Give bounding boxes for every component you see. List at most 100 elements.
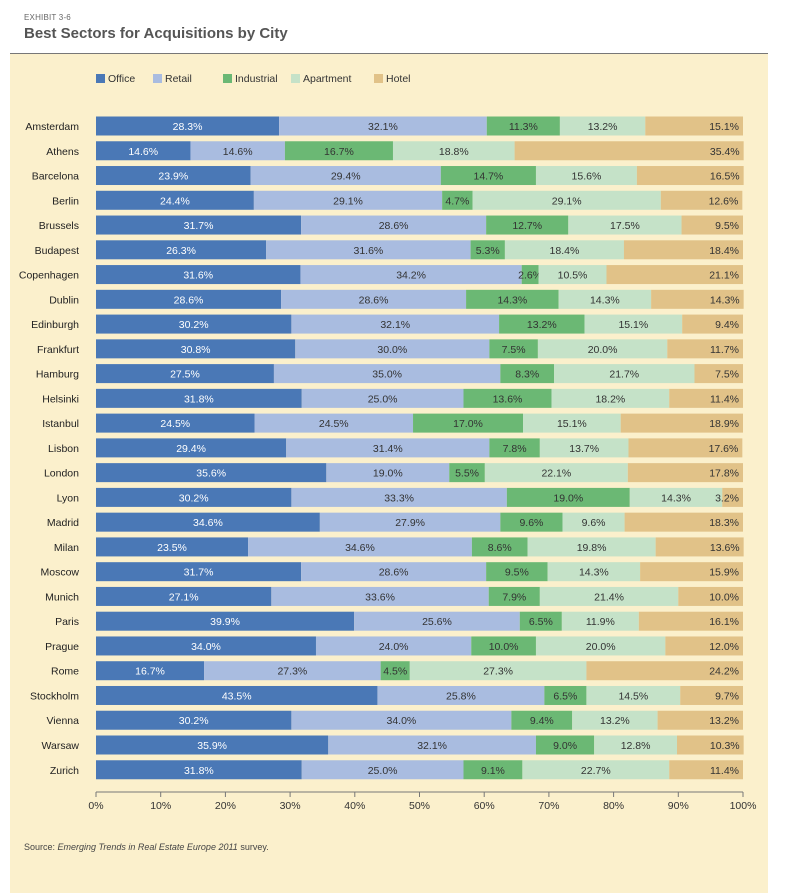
value-label-brussels-hotel: 9.5% — [715, 220, 739, 232]
bar-dublin-office — [96, 289, 282, 309]
value-label-stockholm-retail: 25.8% — [446, 690, 476, 702]
value-label-hamburg-industrial: 8.3% — [515, 369, 539, 381]
chart-panel: Office Retail Industrial Apartment Hotel Amst… — [10, 54, 768, 893]
bar-helsinki-apartment — [551, 388, 670, 408]
value-label-vienna-hotel: 13.2% — [709, 715, 739, 727]
value-label-frankfurt-office: 30.8% — [181, 344, 211, 356]
value-label-rome-industrial: 4.5% — [383, 666, 407, 678]
value-label-milan-industrial: 8.6% — [488, 542, 512, 554]
bar-helsinki-retail — [301, 388, 464, 408]
bar-copenhagen-office — [96, 265, 301, 285]
value-label-istanbul-office: 24.5% — [160, 418, 190, 430]
source-note: Source: Emerging Trends in Real Estate E… — [24, 842, 269, 852]
category-label-stockholm: Stockholm — [30, 690, 79, 702]
category-label-moscow: Moscow — [40, 567, 79, 579]
category-label-barcelona: Barcelona — [32, 171, 79, 183]
value-label-moscow-industrial: 9.5% — [505, 567, 529, 579]
bar-lisbon-office — [96, 438, 287, 458]
value-label-copenhagen-retail: 34.2% — [396, 270, 426, 282]
value-label-lyon-industrial: 19.0% — [553, 492, 583, 504]
bar-prague-hotel — [665, 636, 743, 656]
bar-munich-retail — [271, 586, 489, 606]
bar-prague-retail — [315, 636, 472, 656]
value-label-prague-retail: 24.0% — [379, 641, 409, 653]
legend-label-industrial: Industrial — [235, 73, 278, 85]
value-label-dublin-office: 28.6% — [174, 294, 204, 306]
value-label-lisbon-office: 29.4% — [176, 443, 206, 455]
bar-brussels-apartment — [568, 215, 682, 235]
bar-frankfurt-industrial — [489, 339, 538, 359]
bar-helsinki-hotel — [669, 388, 743, 408]
category-label-frankfurt: Frankfurt — [37, 344, 79, 356]
bar-london-office — [96, 463, 327, 483]
value-label-berlin-apartment: 29.1% — [552, 195, 582, 207]
bar-athens-office — [96, 141, 191, 161]
value-label-london-apartment: 22.1% — [541, 468, 571, 480]
bar-lyon-retail — [291, 487, 507, 507]
category-label-warsaw: Warsaw — [41, 740, 79, 752]
bar-brussels-retail — [301, 215, 487, 235]
x-tick-label-2: 20% — [215, 800, 236, 812]
value-label-lisbon-retail: 31.4% — [373, 443, 403, 455]
value-label-london-office: 35.6% — [196, 468, 226, 480]
bar-zurich-office — [96, 760, 302, 780]
category-label-zurich: Zurich — [50, 765, 79, 777]
bar-vienna-retail — [291, 710, 512, 730]
bar-milan-industrial — [471, 537, 528, 557]
bar-prague-office — [96, 636, 316, 656]
exhibit-number: EXHIBIT 3-6 — [24, 13, 71, 22]
value-label-milan-office: 23.5% — [157, 542, 187, 554]
bar-berlin-apartment — [472, 190, 661, 210]
category-label-london: London — [44, 468, 79, 480]
legend-label-apartment: Apartment — [303, 73, 352, 85]
value-label-istanbul-retail: 24.5% — [319, 418, 349, 430]
bar-athens-hotel — [514, 141, 744, 161]
value-label-barcelona-retail: 29.4% — [331, 171, 361, 183]
bar-vienna-industrial — [511, 710, 573, 730]
value-label-prague-office: 34.0% — [191, 641, 221, 653]
category-label-copenhagen: Copenhagen — [19, 270, 79, 282]
value-label-rome-retail: 27.3% — [277, 666, 307, 678]
category-label-amsterdam: Amsterdam — [25, 121, 79, 133]
bar-rome-industrial — [380, 661, 410, 681]
bar-hamburg-hotel — [694, 364, 743, 384]
value-label-frankfurt-industrial: 7.5% — [502, 344, 526, 356]
bar-amsterdam-retail — [279, 116, 487, 136]
value-label-munich-hotel: 10.0% — [709, 591, 739, 603]
value-label-berlin-hotel: 12.6% — [709, 195, 739, 207]
category-label-dublin: Dublin — [49, 294, 79, 306]
bar-berlin-industrial — [442, 190, 473, 210]
bar-stockholm-office — [96, 685, 378, 705]
value-label-berlin-industrial: 4.7% — [445, 195, 469, 207]
bar-budapest-industrial — [470, 240, 505, 260]
bar-istanbul-office — [96, 413, 255, 433]
bar-copenhagen-industrial — [521, 265, 539, 285]
bar-copenhagen-hotel — [606, 265, 743, 285]
bar-zurich-industrial — [463, 760, 523, 780]
source-suffix: survey. — [237, 842, 269, 852]
bar-munich-office — [96, 586, 272, 606]
value-label-madrid-office: 34.6% — [193, 517, 223, 529]
value-label-amsterdam-apartment: 13.2% — [588, 121, 618, 133]
value-label-amsterdam-retail: 32.1% — [368, 121, 398, 133]
bar-moscow-office — [96, 562, 302, 582]
value-label-stockholm-apartment: 14.5% — [618, 690, 648, 702]
value-label-warsaw-office: 35.9% — [197, 740, 227, 752]
bar-brussels-industrial — [486, 215, 569, 235]
bar-amsterdam-hotel — [645, 116, 743, 136]
bar-madrid-retail — [319, 512, 501, 532]
value-label-helsinki-apartment: 18.2% — [595, 393, 625, 405]
category-label-helsinki: Helsinki — [42, 393, 79, 405]
value-label-amsterdam-office: 28.3% — [173, 121, 203, 133]
value-label-warsaw-industrial: 9.0% — [553, 740, 577, 752]
value-label-madrid-apartment: 9.6% — [582, 517, 606, 529]
bar-amsterdam-apartment — [559, 116, 646, 136]
bar-vienna-hotel — [657, 710, 743, 730]
legend-label-hotel: Hotel — [386, 73, 411, 85]
value-label-edinburgh-office: 30.2% — [179, 319, 209, 331]
value-label-stockholm-office: 43.5% — [222, 690, 252, 702]
bar-barcelona-office — [96, 166, 251, 186]
value-label-dublin-retail: 28.6% — [359, 294, 389, 306]
value-label-warsaw-hotel: 10.3% — [710, 740, 740, 752]
bar-berlin-hotel — [660, 190, 743, 210]
